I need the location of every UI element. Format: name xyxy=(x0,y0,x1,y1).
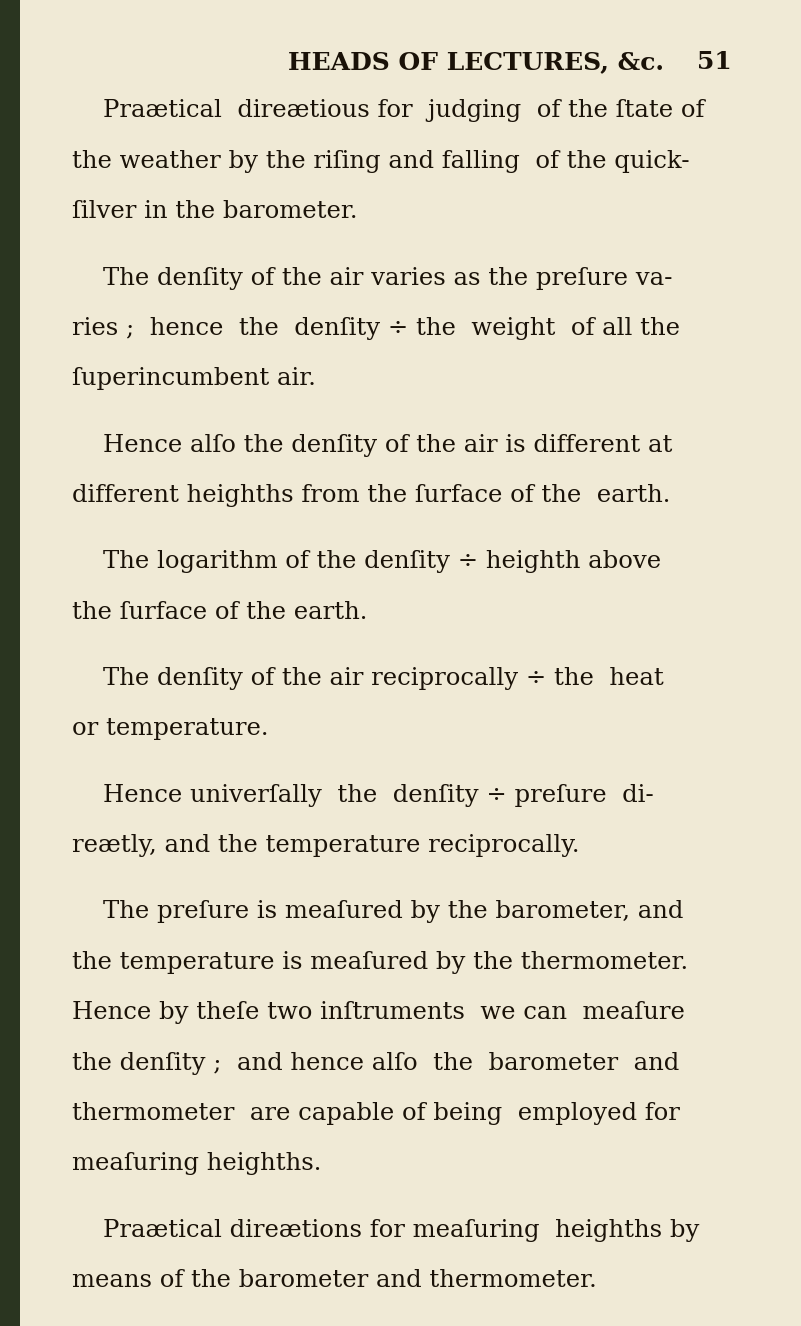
Text: Praætical  direætious for  judging  of the ſtate of: Praætical direætious for judging of the … xyxy=(72,99,704,122)
Text: Hence univerſally  the  denſity ÷ preſure  di-: Hence univerſally the denſity ÷ preſure … xyxy=(72,784,654,806)
Text: The logarithm of the denſity ÷ heighth above: The logarithm of the denſity ÷ heighth a… xyxy=(72,550,661,573)
Text: thermometer  are capable of being  employed for: thermometer are capable of being employe… xyxy=(72,1102,680,1124)
Text: the temperature is meaſured by the thermometer.: the temperature is meaſured by the therm… xyxy=(72,951,688,973)
Text: Hence alſo the denſity of the air is different at: Hence alſo the denſity of the air is dif… xyxy=(72,434,673,456)
Text: ſilver in the barometer.: ſilver in the barometer. xyxy=(72,200,357,223)
Text: 51: 51 xyxy=(697,50,731,74)
FancyBboxPatch shape xyxy=(0,0,20,1326)
Text: ries ;  hence  the  denſity ÷ the  weight  of all the: ries ; hence the denſity ÷ the weight of… xyxy=(72,317,680,339)
Text: Hence by theſe two inſtruments  we can  meaſure: Hence by theſe two inſtruments we can me… xyxy=(72,1001,685,1024)
Text: The denſity of the air varies as the preſure va-: The denſity of the air varies as the pre… xyxy=(72,267,673,289)
Text: The denſity of the air reciprocally ÷ the  heat: The denſity of the air reciprocally ÷ th… xyxy=(72,667,664,690)
Text: ſuperincumbent air.: ſuperincumbent air. xyxy=(72,367,316,390)
Text: Praætical direætions for meaſuring  heighths by: Praætical direætions for meaſuring heigh… xyxy=(72,1219,699,1241)
Text: HEADS OF LECTURES, &c.: HEADS OF LECTURES, &c. xyxy=(288,50,664,74)
Text: the denſity ;  and hence alſo  the  barometer  and: the denſity ; and hence alſo the baromet… xyxy=(72,1052,679,1074)
Text: The preſure is meaſured by the barometer, and: The preſure is meaſured by the barometer… xyxy=(72,900,683,923)
Text: the ſurface of the earth.: the ſurface of the earth. xyxy=(72,601,368,623)
Text: different heighths from the ſurface of the  earth.: different heighths from the ſurface of t… xyxy=(72,484,670,507)
Text: or temperature.: or temperature. xyxy=(72,717,268,740)
Text: reætly, and the temperature reciprocally.: reætly, and the temperature reciprocally… xyxy=(72,834,580,857)
Text: meaſuring heighths.: meaſuring heighths. xyxy=(72,1152,321,1175)
Text: the weather by the riſing and falling  of the quick-: the weather by the riſing and falling of… xyxy=(72,150,690,172)
Text: means of the barometer and thermometer.: means of the barometer and thermometer. xyxy=(72,1269,597,1292)
